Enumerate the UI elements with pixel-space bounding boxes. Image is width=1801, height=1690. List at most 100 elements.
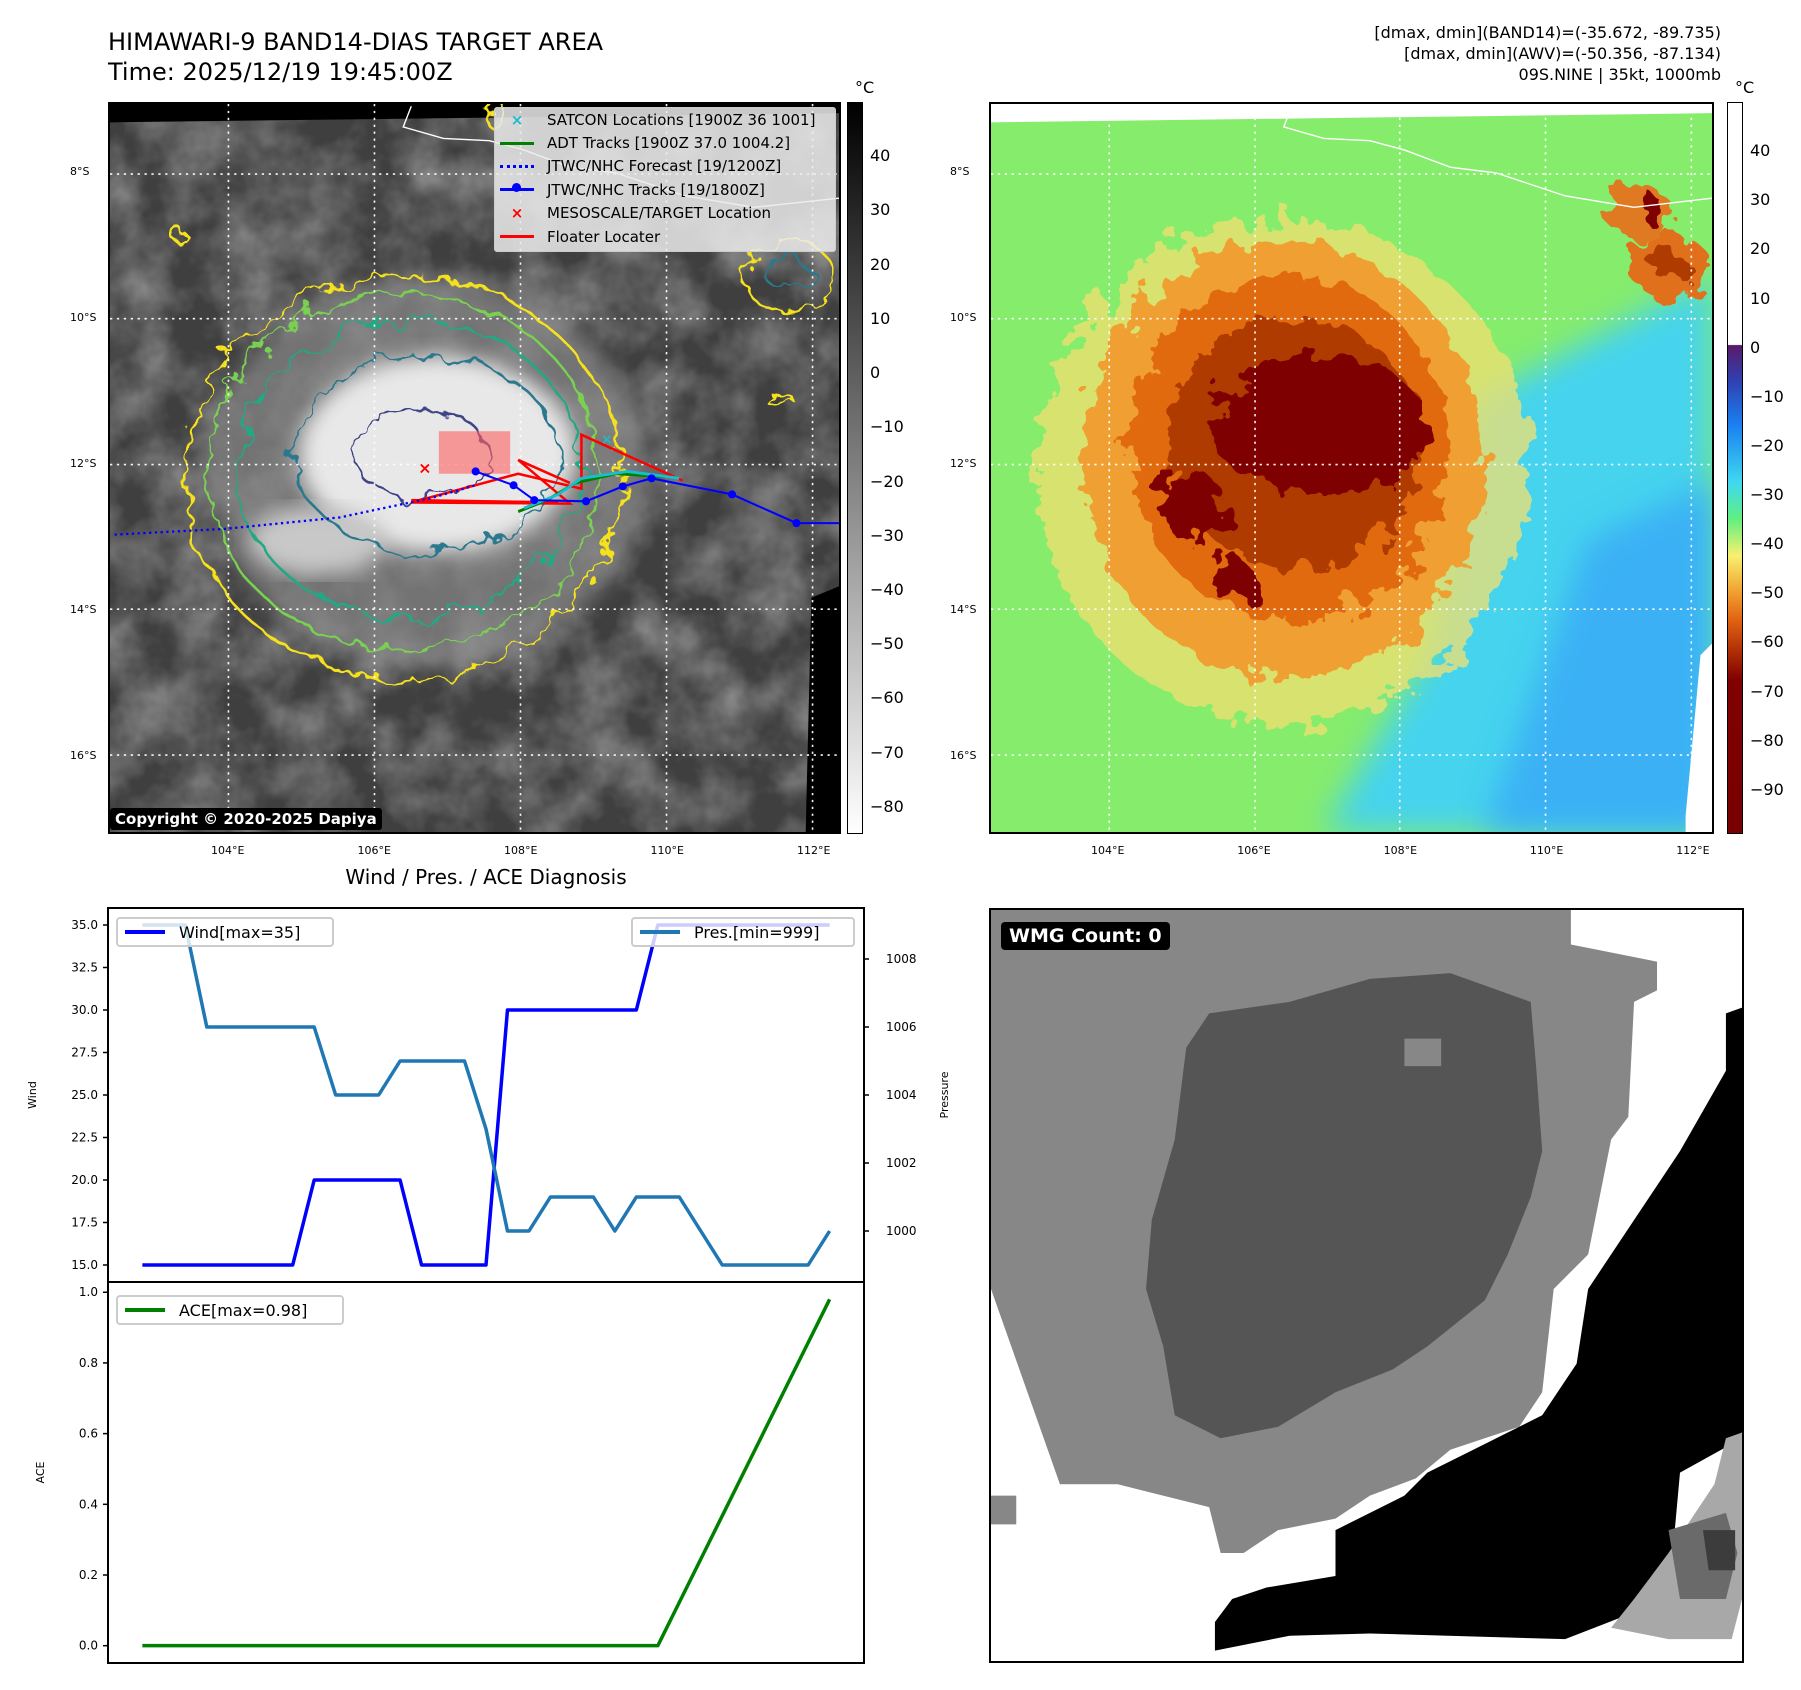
- y-tick-label: 25.0: [71, 1088, 98, 1102]
- lon-tick-label: 110°E: [1529, 844, 1564, 857]
- awv-map-canvas: [991, 104, 1712, 832]
- lon-tick-label: 112°E: [1676, 844, 1710, 857]
- colorbar-tick-label: 40: [870, 146, 891, 166]
- jtwc-forecast-track: [114, 484, 476, 536]
- colorbar-tick-label: 20: [870, 254, 891, 274]
- lat-tick-label: 10°S: [950, 311, 977, 324]
- line-icon: [495, 235, 539, 239]
- legend-label: JTWC/NHC Tracks [19/1800Z]: [547, 180, 765, 199]
- colorbar-tick-label: 0: [870, 363, 881, 383]
- left-colorbar: [847, 102, 863, 834]
- legend-item-forecast: JTWC/NHC Forecast [19/1200Z]: [495, 155, 835, 178]
- colorbar-tick-label: −30: [870, 525, 904, 545]
- jtwc-best-track: [471, 467, 839, 528]
- y-tick-label: 27.5: [71, 1046, 98, 1060]
- legend-item-target: × MESOSCALE/TARGET Location: [495, 202, 835, 225]
- wmg-region-dark: [1146, 973, 1543, 1439]
- legend-label-wind: Wind[max=35]: [179, 923, 300, 942]
- wmg-panel: [989, 908, 1744, 1663]
- colorbar-tick-label: 40: [1750, 141, 1771, 161]
- satcon-marker: ×: [601, 432, 613, 448]
- x-marker-icon: ×: [510, 204, 524, 223]
- colorbar-tick-label: −10: [1750, 386, 1784, 406]
- y-tick-label: 1000: [886, 1224, 917, 1238]
- lat-tick-label: 14°S: [950, 603, 977, 616]
- wind-pressure-axes: [107, 907, 865, 1283]
- series-line-ace: [142, 1298, 832, 1648]
- lon-tick-label: 112°E: [797, 844, 831, 857]
- awv-range: [dmax, dmin](AWV)=(-50.356, -87.134): [1404, 44, 1721, 63]
- lat-tick-label: 8°S: [950, 165, 970, 178]
- y-tick-label: 1006: [886, 1020, 917, 1034]
- colorbar-tick-label: 10: [1750, 288, 1771, 308]
- legend-item-jtwc-tracks: JTWC/NHC Tracks [19/1800Z]: [495, 178, 835, 201]
- x-marker-icon: ×: [510, 110, 524, 129]
- dotted-line-icon: [495, 164, 539, 168]
- lat-lon-grid: [991, 104, 1712, 832]
- y-tick-label: 1004: [886, 1088, 917, 1102]
- lon-tick-label: 104°E: [1091, 844, 1125, 857]
- lat-tick-label: 16°S: [950, 749, 977, 762]
- copyright-label: Copyright © 2020-2025 Dapiya: [110, 808, 382, 830]
- lon-tick-label: 104°E: [211, 844, 245, 857]
- y-tick-label: 1008: [886, 952, 917, 966]
- time-text: Time: 2025/12/19 19:45:00Z: [108, 58, 453, 86]
- ace-axis-label: ACE: [34, 1461, 47, 1483]
- diagnosis-chart: 15.0 17.5 20.0 22.5 25.0 27.5 30.0 32.5 35.0 1000…: [26, 907, 951, 1664]
- y-tick-label: 0.2: [79, 1568, 98, 1582]
- colorbar-tick-label: −30: [1750, 485, 1784, 505]
- figure-title: HIMAWARI-9 BAND14-DIAS TARGET AREA Time:…: [108, 27, 603, 87]
- y-tick-label: 1002: [886, 1156, 917, 1170]
- awv-color-map: [989, 102, 1714, 834]
- chart-title: Wind / Pres. / ACE Diagnosis: [345, 865, 627, 889]
- y-tick-label: 1.0: [79, 1285, 98, 1299]
- colorbar-tick-label: −70: [870, 742, 904, 762]
- y-tick-label: 0.8: [79, 1356, 98, 1370]
- legend-label-ace: ACE[max=0.98]: [179, 1301, 307, 1320]
- colorbar-tick-label: 10: [870, 308, 891, 328]
- ir-grayscale-map: × ×: [108, 102, 841, 834]
- y-tick-label: 20.0: [71, 1173, 98, 1187]
- colorbar-tick-label: −90: [1750, 779, 1784, 799]
- left-colorbar-unit: °C: [855, 78, 875, 97]
- info-block: [dmax, dmin](BAND14)=(-35.672, -89.735) …: [1374, 22, 1721, 85]
- colorbar-tick-label: 0: [1750, 337, 1761, 357]
- lon-tick-label: 108°E: [504, 844, 538, 857]
- title-text: HIMAWARI-9 BAND14-DIAS TARGET AREA: [108, 28, 604, 56]
- wmg-canvas: [991, 910, 1742, 1661]
- right-colorbar: [1727, 102, 1743, 834]
- colorbar-tick-label: −60: [870, 688, 904, 708]
- y-tick-label: 22.5: [71, 1131, 98, 1145]
- lon-tick-label: 106°E: [1237, 844, 1271, 857]
- y-tick-label: 0.0: [79, 1639, 98, 1653]
- storm-summary: 09S.NINE | 35kt, 1000mb: [1518, 65, 1721, 84]
- colorbar-tick-label: −80: [1750, 730, 1784, 750]
- lat-tick-label: 16°S: [70, 749, 97, 762]
- ace-axes: [107, 1281, 865, 1664]
- colorbar-tick-label: −40: [1750, 534, 1784, 554]
- pressure-axis-label: Pressure: [938, 1071, 951, 1118]
- legend-pressure: [631, 917, 855, 947]
- lat-tick-label: 12°S: [70, 457, 97, 470]
- wmg-region-black: [1214, 1007, 1742, 1651]
- legend-label-pressure: Pres.[min=999]: [694, 923, 819, 942]
- legend-item-satcon: × SATCON Locations [1900Z 36 1001]: [495, 108, 835, 131]
- colorbar-tick-label: −50: [1750, 583, 1784, 603]
- lon-tick-label: 106°E: [357, 844, 391, 857]
- legend-label: SATCON Locations [1900Z 36 1001]: [547, 110, 816, 129]
- legend-label: Floater Locater: [547, 227, 661, 246]
- target-location-marker: ×: [418, 459, 431, 478]
- y-tick-label: 0.4: [79, 1497, 98, 1511]
- y-tick-label: 35.0: [71, 918, 98, 932]
- legend-label: JTWC/NHC Forecast [19/1200Z]: [547, 157, 782, 176]
- colorbar-tick-label: −10: [870, 417, 904, 437]
- colorbar-tick-label: −50: [870, 634, 904, 654]
- legend-item-floater: Floater Locater: [495, 225, 835, 248]
- legend-label: MESOSCALE/TARGET Location: [547, 204, 772, 223]
- y-tick-label: 32.5: [71, 961, 98, 975]
- band14-range: [dmax, dmin](BAND14)=(-35.672, -89.735): [1374, 23, 1721, 42]
- legend-item-adt: ADT Tracks [1900Z 37.0 1004.2]: [495, 131, 835, 154]
- lat-tick-label: 14°S: [70, 603, 97, 616]
- lat-tick-label: 10°S: [70, 311, 97, 324]
- line-dot-icon: [495, 183, 539, 193]
